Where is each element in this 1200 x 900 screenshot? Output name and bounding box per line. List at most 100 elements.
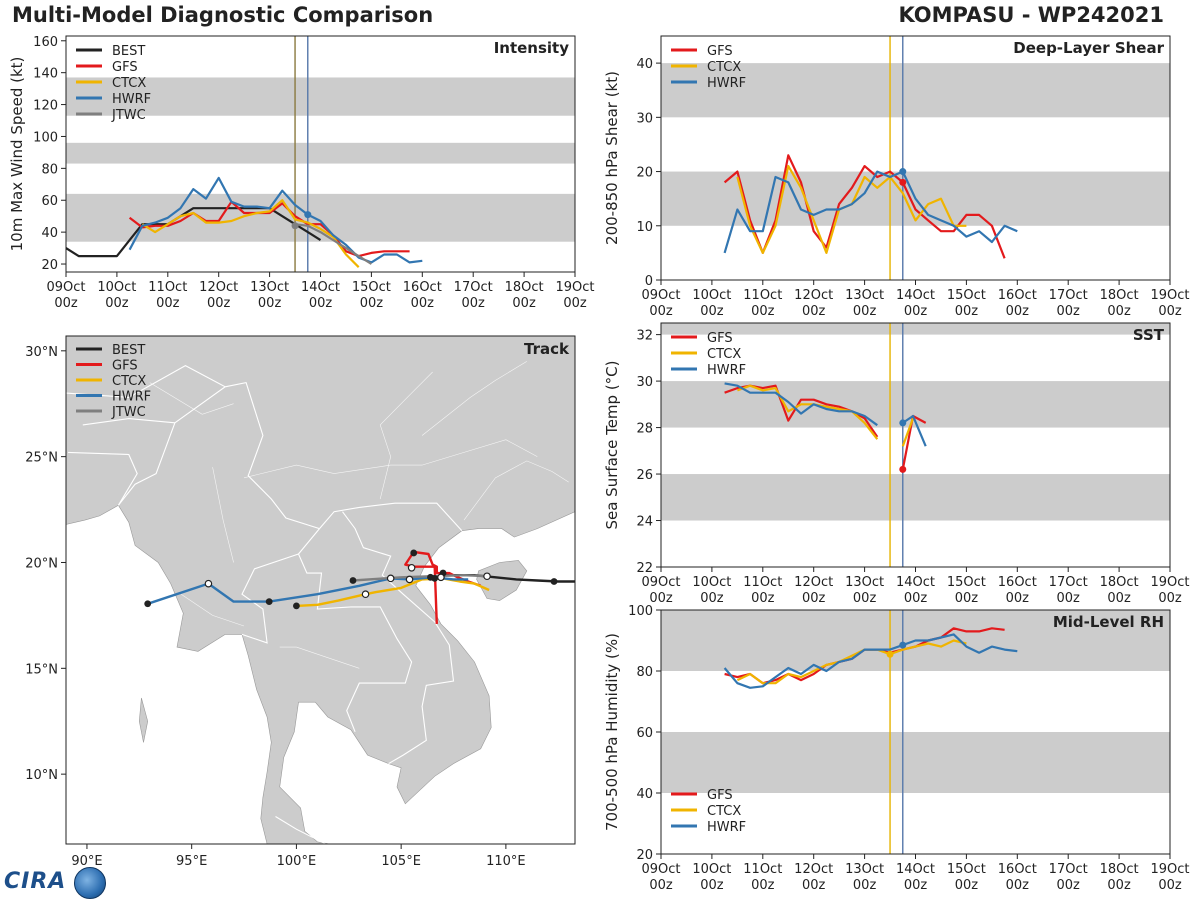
intensity-xtick-label: 19Oct: [555, 280, 594, 295]
sst-ytick-label: 30: [636, 375, 653, 390]
sst-xtick-label: 16Oct: [998, 575, 1037, 590]
track-country-border: [68, 451, 138, 506]
shear-xtick-label: 10Oct: [692, 288, 731, 303]
sst-ytick-label: 32: [636, 329, 653, 344]
storm-title: KOMPASU - WP242021: [898, 3, 1164, 27]
sst-xtick-label: 00z: [1057, 591, 1081, 606]
track-position-dot: [144, 600, 152, 608]
intensity-legend-label-gfs: GFS: [112, 60, 138, 75]
sst-shade-band: [661, 474, 1170, 521]
intensity-xtick-label: 18Oct: [505, 280, 544, 295]
track-position-dot-open: [405, 575, 414, 584]
track-land-andaman: [138, 697, 149, 743]
sst-xtick-label: 00z: [1107, 591, 1131, 606]
shear-ytick-label: 10: [636, 220, 653, 235]
intensity-xtick-label: 15Oct: [352, 280, 391, 295]
sst-background: [661, 323, 1170, 567]
rh-xtick-label: 14Oct: [896, 862, 935, 877]
intensity-series-gfs: [128, 200, 410, 258]
intensity-legend-label-jtwc: JTWC: [111, 108, 146, 123]
intensity-series-best: [65, 207, 322, 258]
sst-ytick-label: 24: [636, 515, 653, 530]
rh-xtick-label: 00z: [1107, 878, 1131, 893]
rh-xtick-label: 00z: [1006, 878, 1030, 893]
sst-shade-band: [661, 323, 1170, 335]
track-position-dot-open: [361, 590, 370, 599]
track-frame: [65, 335, 576, 845]
sst-xtick-label: 18Oct: [1100, 575, 1139, 590]
logo-text: CIRA: [4, 869, 67, 894]
track-province-border: [181, 593, 245, 627]
rh-title: Mid-Level RH: [1053, 613, 1164, 631]
shear-xtick-label: 16Oct: [998, 288, 1037, 303]
intensity-xtick-label: 00z: [360, 296, 384, 311]
track-province-border: [463, 460, 569, 521]
track-legend-label-ctcx: CTCX: [112, 374, 146, 389]
intensity-xtick-label: 00z: [54, 296, 78, 311]
sst-xtick-label: 19Oct: [1150, 575, 1189, 590]
sst-legend-label-ctcx: CTCX: [707, 347, 741, 362]
intensity-xtick-label: 00z: [156, 296, 180, 311]
intensity-ytick-label: 120: [33, 99, 58, 114]
track-country-border: [275, 816, 326, 844]
rh-ytick-label: 20: [636, 848, 653, 863]
intensity-marker-hwrf: [304, 211, 312, 219]
shear-ytick-label: 30: [636, 111, 653, 126]
shear-xtick-label: 00z: [1006, 304, 1030, 319]
sst-ytick-label: 22: [636, 561, 653, 576]
intensity-xtick-label: 11Oct: [148, 280, 187, 295]
track-plot: 90°E 95°E 100°E 105°E 110°E 10°N 15°N 20°N 25°N 3…: [25, 335, 576, 869]
rh-xtick-label: 15Oct: [947, 862, 986, 877]
sst-marker-gfs: [899, 465, 907, 473]
shear-xtick-label: 00z: [904, 304, 928, 319]
intensity-ytick-label: 20: [41, 258, 58, 273]
sst-series-hwrf: [724, 382, 878, 427]
shear-marker-hwrf: [899, 168, 907, 176]
intensity-shade-band: [66, 77, 575, 116]
shear-marker-gfs: [899, 178, 907, 186]
sst-xtick-label: 00z: [700, 591, 724, 606]
track-position-dot: [349, 577, 357, 584]
track-ytick-label: 15°N: [25, 662, 58, 677]
intensity-plot: 2040608010012014016009Oct00z10Oct00z11Oc…: [8, 35, 595, 311]
sst-xtick-label: 00z: [649, 591, 673, 606]
track-xtick-label: 105°E: [381, 854, 421, 869]
shear-xtick-label: 00z: [751, 304, 775, 319]
track-land-hainan: [476, 560, 528, 601]
intensity-ytick-label: 40: [41, 226, 58, 241]
intensity-marker-jtwc: [291, 222, 299, 230]
rh-shade-band: [661, 732, 1170, 793]
track-position-dot: [550, 578, 558, 585]
intensity-xtick-label: 17Oct: [454, 280, 493, 295]
shear-plot: 01020304009Oct00z10Oct00z11Oct00z12Oct00…: [603, 35, 1190, 319]
intensity-xtick-label: 00z: [462, 296, 486, 311]
sst-title: SST: [1133, 326, 1165, 344]
rh-legend-label-hwrf: HWRF: [707, 820, 746, 835]
shear-ytick-label: 0: [645, 274, 653, 289]
sst-marker-hwrf: [899, 419, 907, 427]
shear-xtick-label: 00z: [1158, 304, 1182, 319]
rh-marker-ctcx: [886, 650, 894, 658]
track-ytick-label: 10°N: [25, 768, 58, 783]
sst-ytick-label: 28: [636, 422, 653, 437]
rh-legend-label-gfs: GFS: [707, 788, 733, 803]
intensity-ylabel: 10m Max Wind Speed (kt): [8, 57, 26, 252]
rh-xtick-label: 00z: [853, 878, 877, 893]
track-province-border: [212, 467, 234, 563]
shear-title: Deep-Layer Shear: [1013, 39, 1164, 57]
sst-xtick-label: 00z: [802, 591, 826, 606]
rh-xtick-label: 00z: [700, 878, 724, 893]
sst-xtick-label: 09Oct: [641, 575, 680, 590]
sst-xtick-label: 13Oct: [845, 575, 884, 590]
track-position-dot-open: [483, 572, 491, 581]
intensity-ytick-label: 80: [41, 162, 58, 177]
shear-xtick-label: 00z: [1107, 304, 1131, 319]
shear-xtick-label: 11Oct: [743, 288, 782, 303]
sst-series-ctcx: [901, 417, 915, 447]
intensity-series-hwrf: [128, 176, 423, 264]
sst-xtick-label: 11Oct: [743, 575, 782, 590]
sst-series-hwrf: [902, 414, 927, 447]
intensity-series-jtwc: [294, 223, 372, 265]
